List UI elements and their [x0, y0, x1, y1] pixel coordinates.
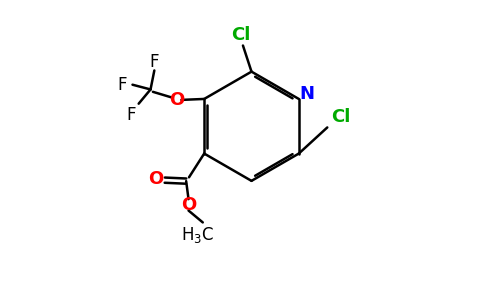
Text: O: O — [169, 91, 184, 109]
Text: F: F — [127, 106, 136, 124]
Text: F: F — [150, 53, 159, 71]
Text: F: F — [117, 76, 127, 94]
Text: H$_3$C: H$_3$C — [182, 225, 214, 245]
Text: O: O — [149, 170, 164, 188]
Text: N: N — [300, 85, 315, 103]
Text: O: O — [181, 196, 196, 214]
Text: Cl: Cl — [231, 26, 250, 44]
Text: Cl: Cl — [331, 108, 350, 126]
